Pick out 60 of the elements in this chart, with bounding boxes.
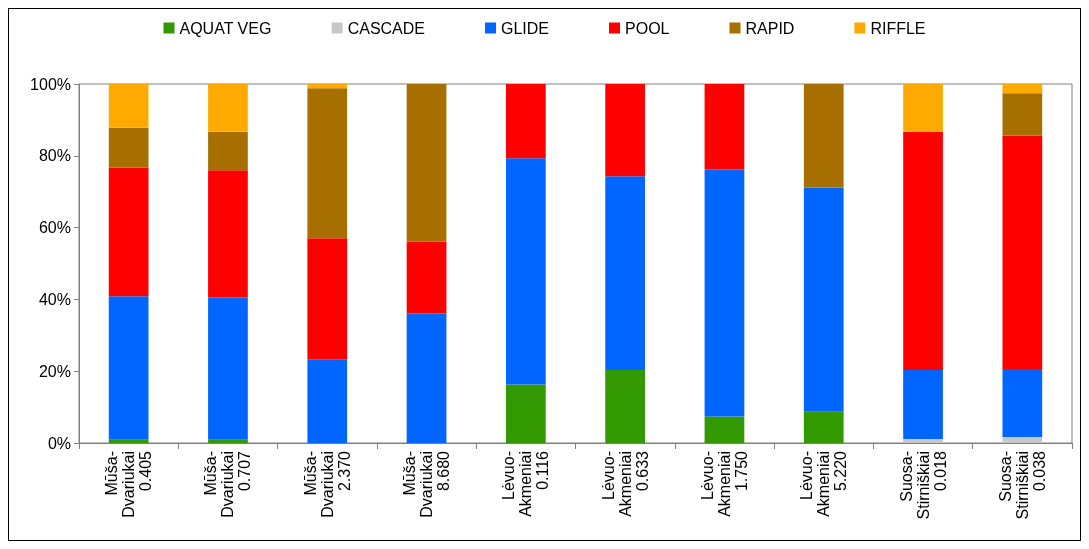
- bar: [208, 131, 248, 171]
- bar: [803, 187, 844, 412]
- bar: [605, 84, 646, 177]
- bar: [307, 88, 348, 239]
- y-tick-label: 40%: [38, 290, 71, 308]
- y-tick-label: 60%: [38, 219, 71, 237]
- bar: [108, 84, 149, 128]
- bar: [108, 127, 149, 168]
- bar: [307, 84, 348, 89]
- x-tick-label: Mūša- Dvariukai 2.370: [301, 450, 353, 518]
- x-tick-label: Suosa- Stirniškiai 0.038: [996, 450, 1048, 520]
- x-tick-label: Lėvuo- Akmeniai 5.220: [798, 450, 850, 517]
- bar: [704, 169, 745, 417]
- bar: [307, 359, 348, 443]
- bar: [903, 439, 943, 443]
- bar: [1002, 84, 1043, 94]
- bar: [903, 84, 943, 132]
- bar: [505, 84, 546, 159]
- bar: [1002, 369, 1043, 437]
- x-tick-label: Lėvuo- Akmeniai 1.750: [698, 450, 750, 517]
- bar: [406, 241, 447, 314]
- bar: [108, 439, 149, 443]
- bar: [208, 170, 248, 298]
- bar: [1002, 93, 1043, 136]
- bar: [903, 131, 943, 371]
- legend-label: CASCADE: [347, 19, 426, 37]
- legend-label: GLIDE: [501, 19, 550, 37]
- y-tick-label: 0%: [47, 434, 71, 452]
- x-tick-label: Mūša- Dvariukai 0.405: [103, 450, 155, 518]
- bar: [108, 296, 149, 440]
- bar: [1002, 135, 1043, 370]
- x-tick-label: Suosa- Stirniškiai 0.018: [897, 450, 949, 520]
- bar: [903, 370, 943, 440]
- bar: [406, 313, 447, 443]
- bar: [704, 84, 745, 170]
- y-tick-label: 20%: [38, 362, 71, 380]
- bar: [406, 84, 447, 242]
- bar: [803, 84, 844, 188]
- x-tick-label: Lėvuo- Akmeniai 0.116: [500, 450, 552, 517]
- bar: [704, 416, 745, 443]
- bar: [505, 384, 546, 443]
- bar: [208, 84, 248, 132]
- bar: [307, 238, 348, 360]
- bar: [1002, 436, 1043, 443]
- bar: [605, 370, 646, 443]
- x-tick-label: Lėvuo- Akmeniai 0.633: [599, 450, 651, 517]
- bar: [208, 297, 248, 440]
- legend-label: AQUAT VEG: [179, 19, 272, 37]
- bar: [208, 439, 248, 443]
- y-tick-label: 80%: [38, 147, 71, 165]
- bar: [803, 411, 844, 443]
- x-tick-label: Mūša- Dvariukai 0.707: [202, 450, 254, 518]
- bar: [505, 158, 546, 385]
- bar: [605, 176, 646, 371]
- bar: [108, 167, 149, 297]
- legend-label: POOL: [625, 19, 670, 37]
- x-tick-label: Mūša- Dvariukai 8.680: [401, 450, 453, 518]
- y-tick-label: 100%: [30, 75, 71, 93]
- legend-label: RIFFLE: [870, 19, 926, 37]
- legend-label: RAPID: [745, 19, 795, 37]
